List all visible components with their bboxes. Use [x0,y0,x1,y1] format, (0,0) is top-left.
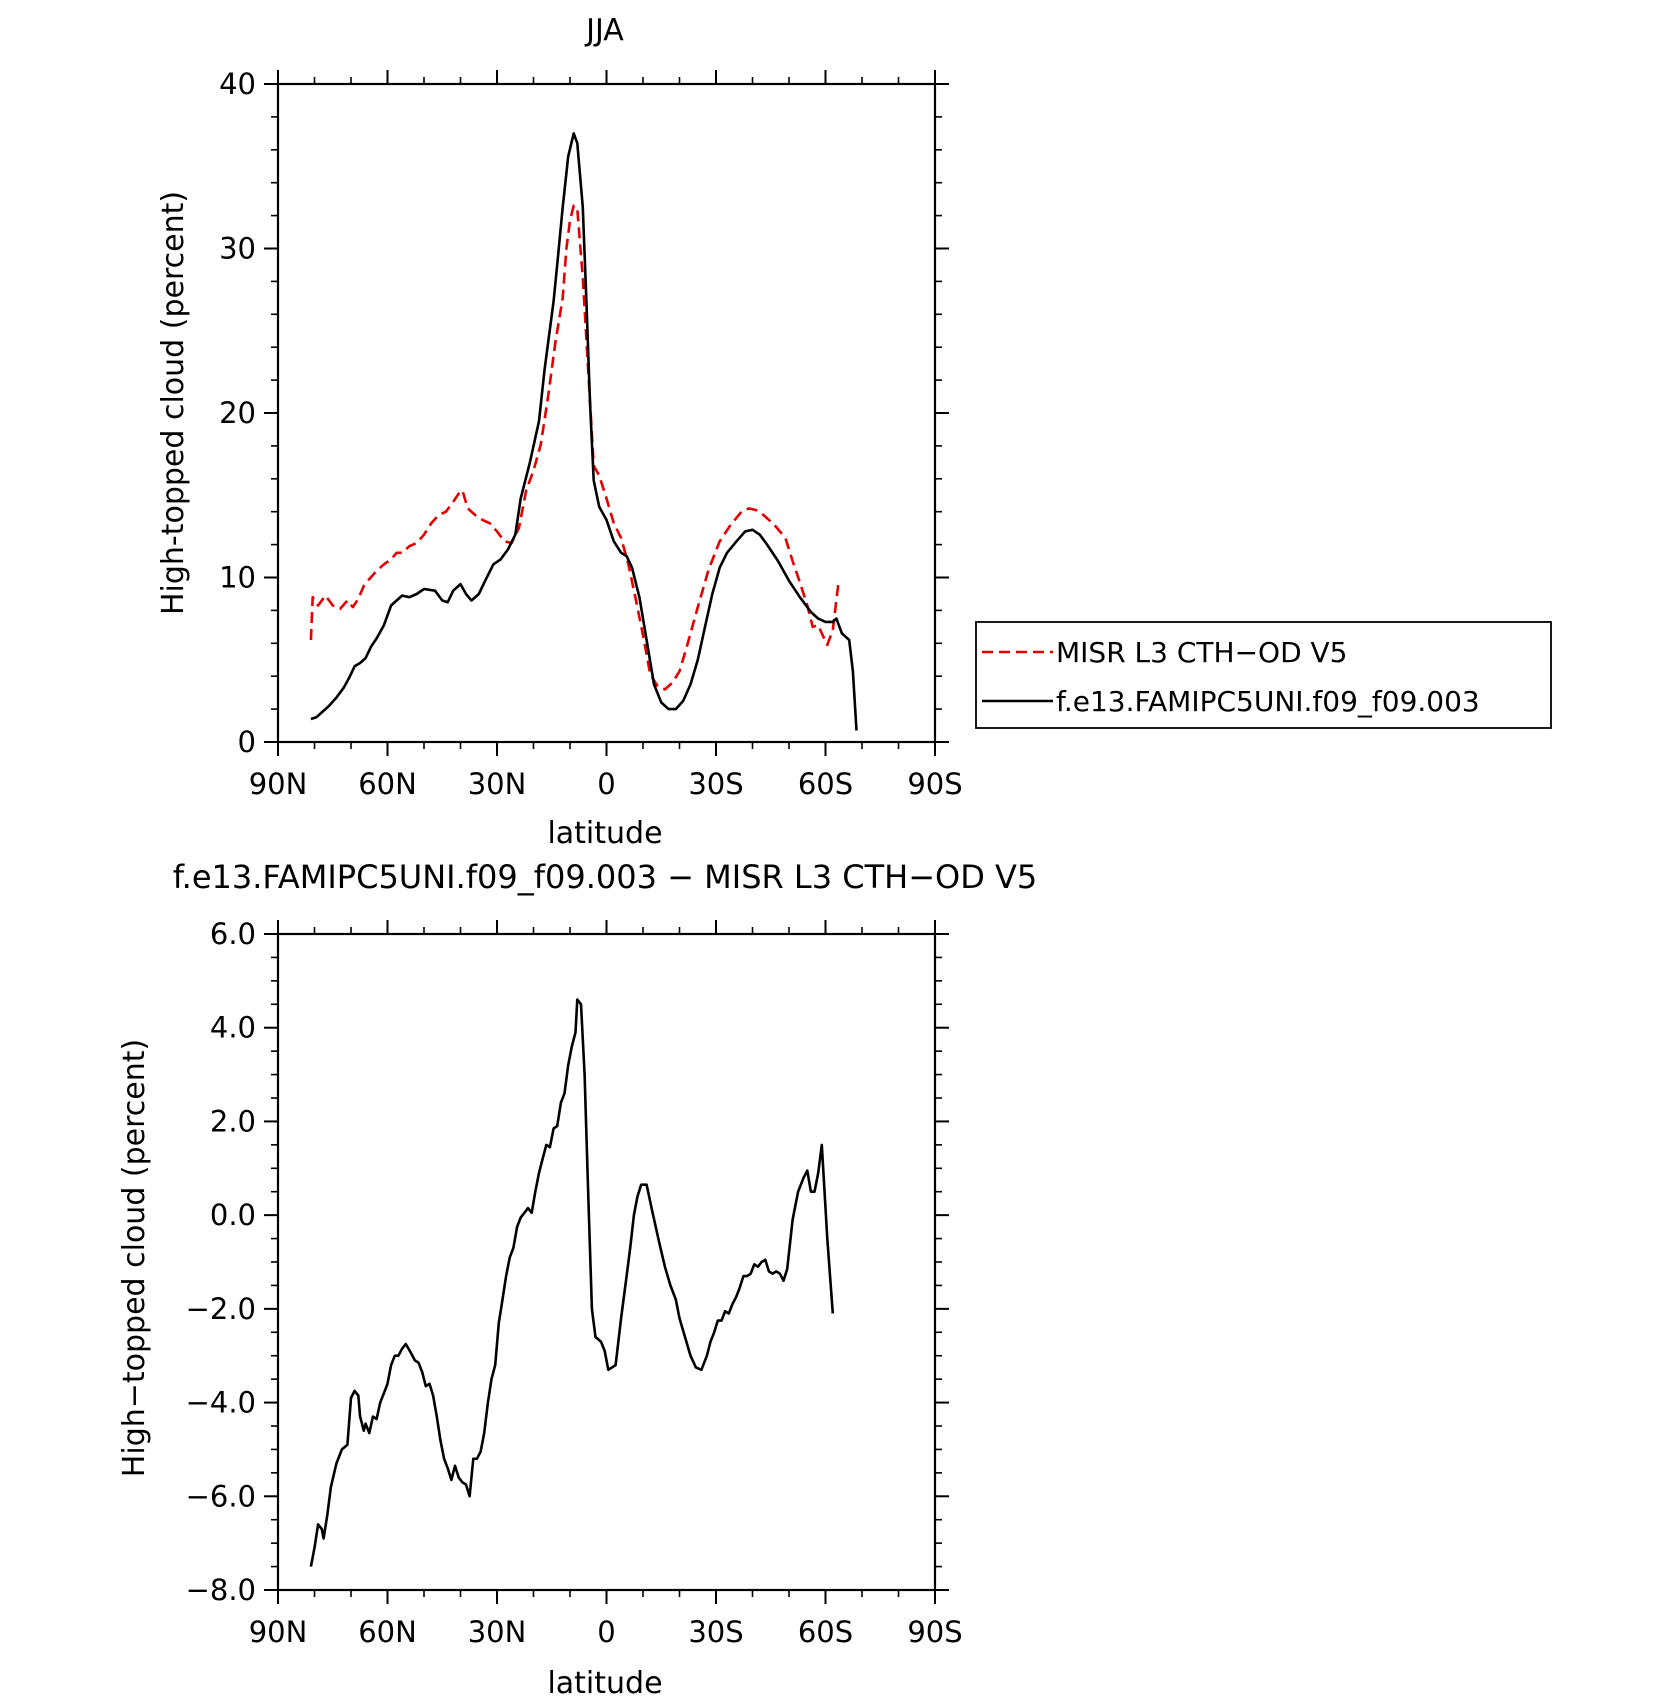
top-series-line-1 [310,132,858,731]
top-series-layer [309,132,858,731]
bottom-x-tick-label: 60N [358,1615,417,1649]
bottom-x-tick-label: 90N [249,1615,308,1649]
top-axes: 90N 60N 30N 0 30S 60S 90S 0 10 20 30 40 [219,67,963,801]
bottom-x-axis-label: latitude [547,1666,662,1701]
legend: MISR L3 CTH−OD V5 f.e13.FAMIPC5UNI.f09_f… [975,621,1552,729]
bottom-y-tick-label: 6.0 [210,917,256,951]
bottom-y-tick-label: −4.0 [186,1386,256,1420]
top-x-tick-label: 60N [358,767,417,801]
bottom-panel: f.e13.FAMIPC5UNI.f09_f09.003 − MISR L3 C… [117,858,1037,1701]
bottom-y-tick-label: 0.0 [210,1198,256,1232]
top-x-tick-label: 90S [907,767,962,801]
bottom-x-tick-label: 90S [907,1615,962,1649]
top-x-tick-label: 30S [688,767,743,801]
bottom-y-tick-label: 2.0 [210,1104,256,1138]
top-y-tick-label: 40 [219,67,256,101]
top-y-tick-label: 10 [219,561,256,595]
top-x-tick-label: 0 [597,767,615,801]
bottom-series-layer [309,998,835,1567]
bottom-series-line-0 [309,998,835,1567]
bottom-plot-frame [276,932,937,1592]
bottom-y-tick-label: 4.0 [210,1011,256,1045]
legend-label-model: f.e13.FAMIPC5UNI.f09_f09.003 [1056,685,1480,718]
bottom-y-tick-label: −8.0 [186,1573,256,1607]
top-y-tick-label: 0 [238,725,256,759]
bottom-y-tick-label: −6.0 [186,1479,256,1513]
top-x-tick-label: 30N [468,767,527,801]
top-panel: JJA latitude High-topped cloud (percent)… [156,13,1552,851]
top-y-tick-label: 30 [219,232,256,266]
bottom-y-tick-label: −2.0 [186,1292,256,1326]
bottom-x-tick-label: 30S [688,1615,743,1649]
top-plot-frame [276,82,937,744]
bottom-y-axis-label: High−topped cloud (percent) [117,1039,152,1477]
bottom-axes: 90N 60N 30N 0 30S 60S 90S −8.0 −6.0 −4.0 −2.0 0.0 2.… [186,917,963,1649]
top-x-tick-label: 90N [249,767,308,801]
bottom-x-tick-label: 30N [468,1615,527,1649]
top-y-axis-label: High-topped cloud (percent) [156,191,191,615]
top-x-tick-label: 60S [798,767,853,801]
top-x-axis-label: latitude [547,816,662,851]
top-series-line-0 [309,204,840,691]
bottom-x-tick-label: 60S [798,1615,853,1649]
bottom-x-tick-label: 0 [597,1615,615,1649]
top-chart-title: JJA [584,13,624,48]
bottom-chart-title: f.e13.FAMIPC5UNI.f09_f09.003 − MISR L3 C… [173,858,1038,896]
legend-label-misr: MISR L3 CTH−OD V5 [1056,636,1348,669]
top-y-tick-label: 20 [219,396,256,430]
legend-box [975,621,1552,729]
